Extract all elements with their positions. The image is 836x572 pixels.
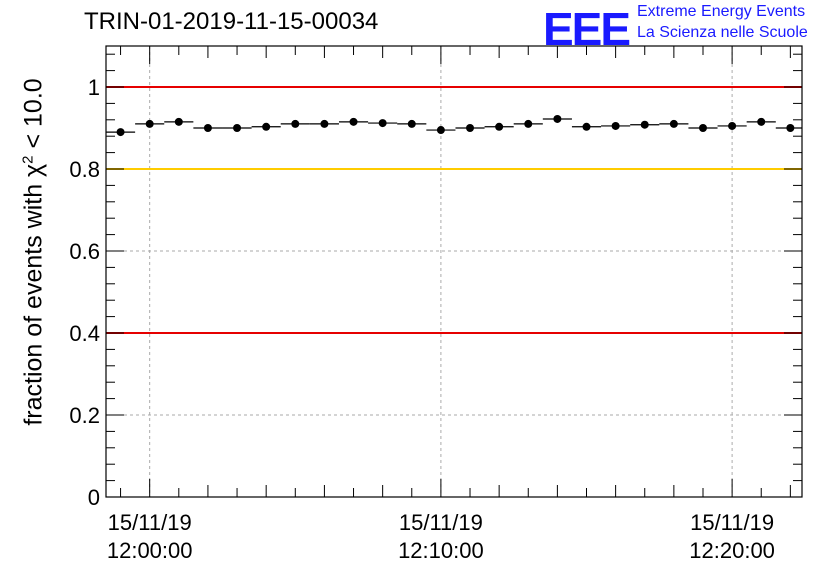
x-tick-label-time: 12:10:00 [398,538,484,563]
plot-frame-rect [105,45,803,498]
data-point [233,124,242,132]
plot-frame [105,45,803,498]
data-point [698,124,707,132]
data-point [291,119,300,128]
eee-logo: EEE [543,3,631,55]
data-point [786,124,795,132]
x-tick-label-date: 15/11/19 [690,510,774,535]
data-point [116,128,125,137]
data-point [174,117,183,126]
data-point [262,122,271,131]
data-point [553,114,562,123]
y-axis-title-prefix: fraction of events with [19,176,48,426]
y-tick-label: 0.6 [69,239,100,264]
y-axis-title-chi: χ [19,163,48,177]
y-tick-label: 0 [88,485,100,510]
data-point [757,117,766,126]
axis-ticks [106,46,802,498]
logo-line-1: Extreme Energy Events [637,3,806,20]
x-tick-label-date: 15/11/19 [399,510,483,535]
y-axis-title-suffix: < 10.0 [19,78,48,156]
data-point [495,122,504,131]
data-point [640,120,649,129]
data-point [582,122,591,131]
data-point [378,119,387,128]
tick-labels: 0 0.2 0.4 0.6 0.8 1 15/11/19 12:00:00 15/11/19 12… [69,75,775,563]
data-point [728,121,737,130]
data-point [349,117,358,126]
chart-title: TRIN-01-2019-11-15-00034 [84,8,379,35]
x-tick-label-time: 12:20:00 [689,538,775,563]
data-point [203,124,212,132]
data-point [611,121,620,130]
grid [106,46,802,497]
data-point [436,126,445,135]
reference-lines [106,86,802,334]
x-tick-label-time: 12:00:00 [107,538,193,563]
data-points [106,114,802,137]
data-point [524,119,533,128]
y-tick-label: 0.4 [69,321,100,346]
data-point [145,119,154,128]
data-point [669,119,678,128]
x-tick-label-date: 15/11/19 [108,510,192,535]
y-tick-label: 1 [88,75,100,100]
y-tick-label: 0.2 [69,403,100,428]
y-axis-title: fraction of events with χ2 < 10.0 [19,78,48,425]
y-axis-title-superscript: 2 [19,155,37,164]
data-point [320,119,329,128]
data-point [466,124,475,132]
y-tick-label: 0.8 [69,157,100,182]
data-point [407,119,416,128]
logo-line-2: La Scienza nelle Scuole [637,24,808,41]
